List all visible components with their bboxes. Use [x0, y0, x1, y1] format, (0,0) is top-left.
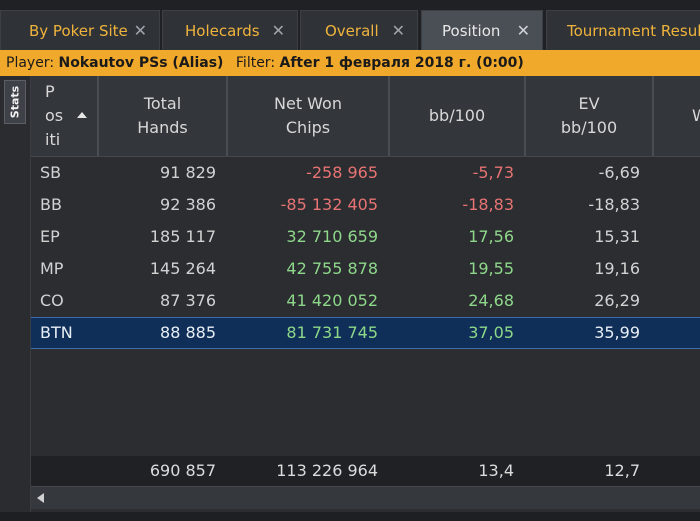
close-icon[interactable]: ✕ [271, 21, 285, 40]
tab-bar: By Poker Site ✕ Holecards ✕ Overall ✕ Po… [0, 0, 700, 50]
status-bar [0, 512, 700, 521]
cell-ev-bb100: -6,69 [598, 163, 640, 182]
tab-position[interactable]: Position ✕ [421, 10, 543, 50]
cell-total-hands: 87 376 [160, 291, 216, 310]
cell-total-hands: 92 386 [160, 195, 216, 214]
total-ev-bb100: 12,7 [604, 461, 640, 480]
tab-label: Holecards [185, 22, 260, 40]
cell-position: EP [40, 227, 60, 246]
cell-bb100: 24,68 [468, 291, 514, 310]
tab-label: Position [442, 22, 501, 40]
position-stats-table: P os iti Total Hands Net Won Chips bb/10… [31, 76, 700, 486]
cell-bb100: 19,55 [468, 259, 514, 278]
cell-net-won: 42 755 878 [286, 259, 378, 278]
stats-tab[interactable]: Stats [4, 80, 26, 124]
player-value[interactable]: Nokautov PSs (Alias) [58, 55, 224, 71]
tab-tournament-results[interactable]: Tournament Results [546, 10, 700, 50]
cell-total-hands: 88 885 [160, 323, 216, 342]
tab-by-poker-site[interactable]: By Poker Site ✕ [0, 10, 160, 50]
cell-ev-bb100: 26,29 [594, 291, 640, 310]
header-line: P [45, 82, 55, 101]
cell-position: BTN [40, 323, 73, 342]
cell-bb100: -18,83 [462, 195, 514, 214]
cell-bb100: 37,05 [468, 323, 514, 342]
cell-net-won: 32 710 659 [286, 227, 378, 246]
horizontal-scrollbar[interactable] [31, 486, 700, 509]
filter-bar: Player: Nokautov PSs (Alias) Filter: Aft… [0, 50, 700, 76]
cell-net-won: -85 132 405 [280, 195, 378, 214]
header-line: bb/100 [560, 118, 618, 137]
player-label: Player: [6, 55, 55, 71]
table-header: P os iti Total Hands Net Won Chips bb/10… [31, 76, 700, 157]
column-header-bb100[interactable]: bb/100 [390, 76, 526, 156]
column-header-ev-bb100[interactable]: EV bb/100 [526, 76, 654, 156]
header-line: bb/100 [428, 106, 486, 125]
column-header-total-hands[interactable]: Total Hands [99, 76, 228, 156]
table-row-selected[interactable]: BTN 88 885 81 731 745 37,05 35,99 [31, 317, 700, 349]
tab-label: By Poker Site [29, 22, 128, 40]
close-icon[interactable]: ✕ [391, 21, 405, 40]
header-line: Chips [285, 118, 331, 137]
cell-total-hands: 145 264 [149, 259, 216, 278]
cell-position: MP [40, 259, 64, 278]
table-row[interactable]: EP 185 117 32 710 659 17,56 15,31 [31, 221, 700, 253]
column-header-w[interactable]: W [654, 76, 700, 156]
table-row[interactable]: MP 145 264 42 755 878 19,55 19,16 [31, 253, 700, 285]
header-line: Net Won [274, 94, 342, 113]
tab-label: Overall [325, 22, 379, 40]
cell-ev-bb100: 19,16 [594, 259, 640, 278]
cell-net-won: 81 731 745 [286, 323, 378, 342]
stats-tab-label: Stats [8, 85, 22, 119]
cell-total-hands: 91 829 [160, 163, 216, 182]
header-line: os [45, 106, 64, 125]
cell-total-hands: 185 117 [149, 227, 216, 246]
total-bb100: 13,4 [478, 461, 514, 480]
table-row[interactable]: BB 92 386 -85 132 405 -18,83 -18,83 [31, 189, 700, 221]
total-hands: 690 857 [149, 461, 216, 480]
tab-label: Tournament Results [567, 22, 700, 40]
cell-position: BB [40, 195, 62, 214]
table-row[interactable]: SB 91 829 -258 965 -5,73 -6,69 [31, 157, 700, 189]
tab-overall[interactable]: Overall ✕ [300, 10, 418, 50]
tab-holecards[interactable]: Holecards ✕ [162, 10, 298, 50]
filter-value[interactable]: After 1 февраля 2018 г. (0:00) [279, 55, 524, 71]
column-header-net-won-chips[interactable]: Net Won Chips [228, 76, 390, 156]
cell-position: SB [40, 163, 62, 182]
close-icon[interactable]: ✕ [516, 21, 530, 40]
filter-label: Filter: [235, 55, 276, 71]
cell-position: CO [40, 291, 64, 310]
cell-net-won: 41 420 052 [286, 291, 378, 310]
side-panel: Stats [0, 76, 31, 512]
cell-bb100: 17,56 [468, 227, 514, 246]
totals-row: 690 857 113 226 964 13,4 12,7 [31, 456, 700, 486]
cell-ev-bb100: -18,83 [588, 195, 640, 214]
total-net-won: 113 226 964 [276, 461, 378, 480]
scroll-left-icon[interactable] [37, 493, 44, 503]
header-line: Total [143, 94, 182, 113]
header-line: W [692, 106, 700, 125]
cell-ev-bb100: 35,99 [594, 323, 640, 342]
header-line: EV [578, 94, 600, 113]
column-header-position[interactable]: P os iti [31, 76, 99, 156]
cell-ev-bb100: 15,31 [594, 227, 640, 246]
cell-net-won: -258 965 [306, 163, 378, 182]
table-row[interactable]: CO 87 376 41 420 052 24,68 26,29 [31, 285, 700, 317]
header-line: iti [45, 130, 61, 149]
header-line: Hands [137, 118, 188, 137]
close-icon[interactable]: ✕ [133, 21, 147, 40]
cell-bb100: -5,73 [472, 163, 514, 182]
sort-ascending-icon [77, 112, 87, 118]
